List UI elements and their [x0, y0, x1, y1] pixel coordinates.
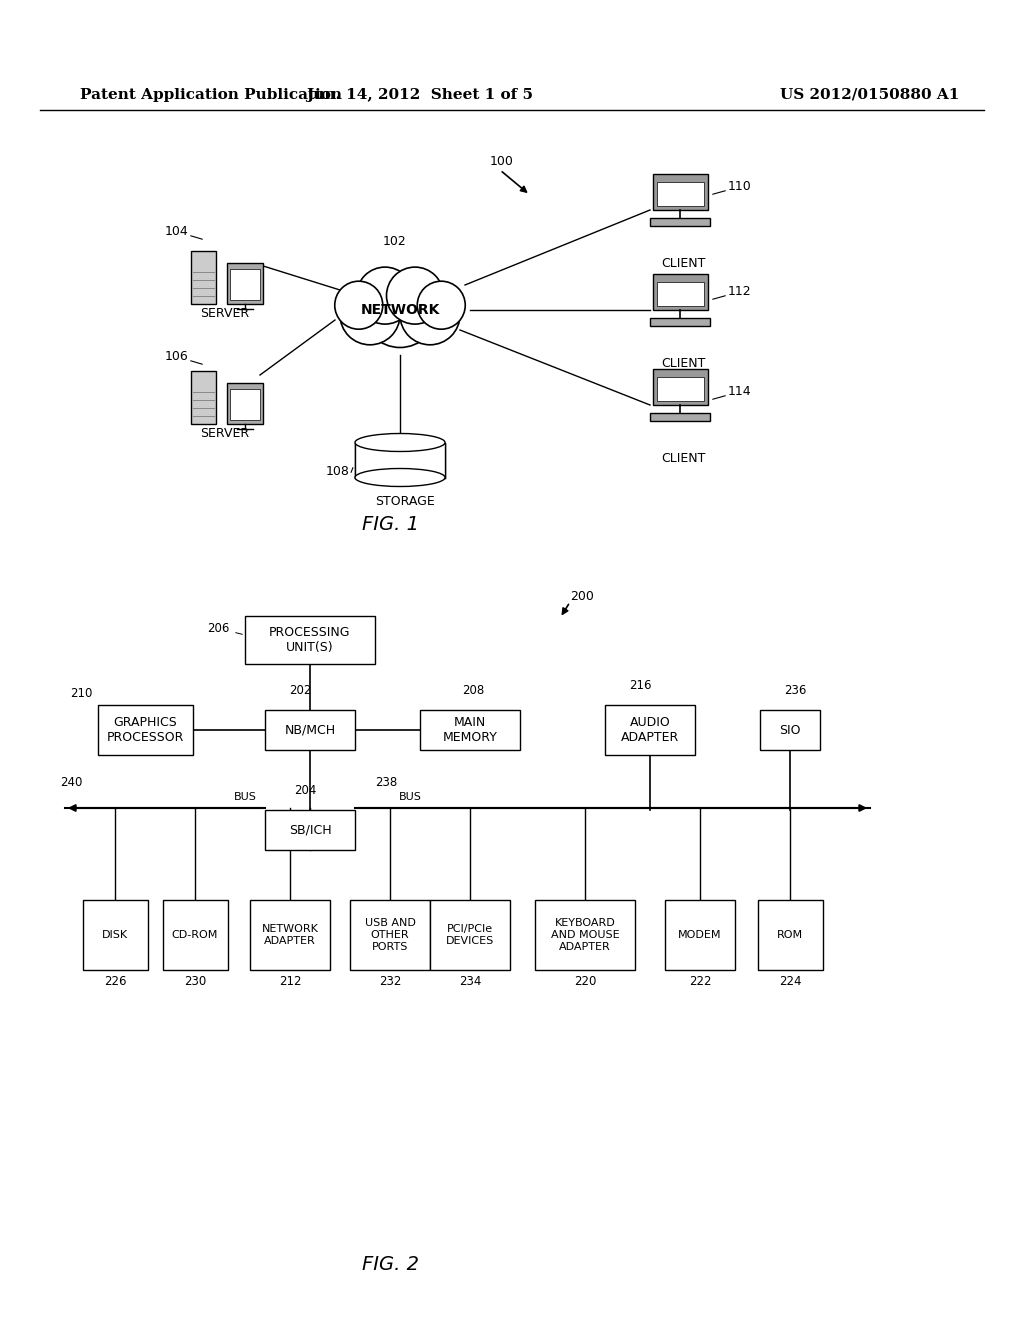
- Circle shape: [400, 285, 460, 345]
- FancyBboxPatch shape: [535, 900, 635, 970]
- Text: 200: 200: [570, 590, 594, 603]
- Text: NB/MCH: NB/MCH: [285, 723, 336, 737]
- FancyBboxPatch shape: [758, 900, 822, 970]
- FancyBboxPatch shape: [650, 413, 711, 421]
- Text: NETWORK: NETWORK: [360, 304, 439, 317]
- FancyBboxPatch shape: [350, 900, 430, 970]
- Text: 108: 108: [326, 465, 350, 478]
- FancyBboxPatch shape: [191, 251, 216, 304]
- FancyBboxPatch shape: [656, 182, 703, 206]
- Circle shape: [386, 267, 443, 325]
- Text: SIO: SIO: [779, 723, 801, 737]
- FancyBboxPatch shape: [650, 318, 711, 326]
- Text: CD-ROM: CD-ROM: [172, 931, 218, 940]
- Text: PROCESSING
UNIT(S): PROCESSING UNIT(S): [269, 626, 351, 653]
- Text: 232: 232: [379, 975, 401, 987]
- FancyBboxPatch shape: [226, 263, 262, 304]
- Circle shape: [335, 281, 383, 329]
- Text: MAIN
MEMORY: MAIN MEMORY: [442, 715, 498, 744]
- Text: NETWORK
ADAPTER: NETWORK ADAPTER: [261, 924, 318, 946]
- FancyBboxPatch shape: [355, 442, 445, 478]
- Text: 206: 206: [208, 622, 230, 635]
- Text: STORAGE: STORAGE: [375, 495, 435, 508]
- Text: 222: 222: [689, 975, 712, 987]
- Text: BUS: BUS: [398, 792, 422, 803]
- FancyBboxPatch shape: [191, 371, 216, 424]
- Text: 106: 106: [164, 350, 188, 363]
- FancyBboxPatch shape: [656, 282, 703, 306]
- Text: 114: 114: [728, 385, 752, 399]
- Text: GRAPHICS
PROCESSOR: GRAPHICS PROCESSOR: [106, 715, 183, 744]
- Text: FIG. 1: FIG. 1: [361, 515, 419, 535]
- FancyBboxPatch shape: [97, 705, 193, 755]
- FancyBboxPatch shape: [245, 616, 375, 664]
- Text: CLIENT: CLIENT: [660, 451, 706, 465]
- FancyBboxPatch shape: [652, 275, 708, 310]
- Circle shape: [417, 281, 465, 329]
- Text: KEYBOARD
AND MOUSE
ADAPTER: KEYBOARD AND MOUSE ADAPTER: [551, 919, 620, 952]
- Text: CLIENT: CLIENT: [660, 257, 706, 271]
- FancyBboxPatch shape: [652, 370, 708, 405]
- Text: SB/ICH: SB/ICH: [289, 824, 332, 837]
- Text: CLIENT: CLIENT: [660, 356, 706, 370]
- Text: MODEM: MODEM: [678, 931, 722, 940]
- Text: 238: 238: [375, 776, 397, 789]
- FancyBboxPatch shape: [656, 378, 703, 401]
- Text: 240: 240: [60, 776, 82, 789]
- Text: 216: 216: [629, 678, 651, 692]
- Text: 112: 112: [728, 285, 752, 298]
- FancyBboxPatch shape: [83, 900, 147, 970]
- Text: BUS: BUS: [233, 792, 256, 803]
- FancyBboxPatch shape: [605, 705, 695, 755]
- Text: 220: 220: [573, 975, 596, 987]
- Text: 202: 202: [289, 684, 311, 697]
- FancyBboxPatch shape: [430, 900, 510, 970]
- Text: 234: 234: [459, 975, 481, 987]
- Text: USB AND
OTHER
PORTS: USB AND OTHER PORTS: [365, 919, 416, 952]
- Ellipse shape: [355, 469, 445, 487]
- Text: DISK: DISK: [102, 931, 128, 940]
- Text: 204: 204: [294, 784, 316, 797]
- Text: 100: 100: [490, 154, 514, 168]
- Circle shape: [362, 272, 437, 347]
- Text: 226: 226: [103, 975, 126, 987]
- Text: 208: 208: [462, 684, 484, 697]
- FancyBboxPatch shape: [652, 174, 708, 210]
- Text: SERVER: SERVER: [201, 426, 250, 440]
- Text: 230: 230: [184, 975, 206, 987]
- Text: AUDIO
ADAPTER: AUDIO ADAPTER: [621, 715, 679, 744]
- Text: PCI/PCIe
DEVICES: PCI/PCIe DEVICES: [445, 924, 495, 946]
- FancyBboxPatch shape: [760, 710, 820, 750]
- FancyBboxPatch shape: [265, 710, 355, 750]
- Text: Patent Application Publication: Patent Application Publication: [80, 88, 342, 102]
- Text: ROM: ROM: [777, 931, 803, 940]
- Circle shape: [356, 267, 414, 325]
- Text: FIG. 2: FIG. 2: [361, 1255, 419, 1274]
- Text: US 2012/0150880 A1: US 2012/0150880 A1: [780, 88, 959, 102]
- FancyBboxPatch shape: [229, 388, 259, 420]
- Text: 110: 110: [728, 180, 752, 193]
- Circle shape: [340, 285, 400, 345]
- Text: 212: 212: [279, 975, 301, 987]
- Text: 102: 102: [383, 235, 407, 248]
- Text: 210: 210: [70, 686, 92, 700]
- Ellipse shape: [355, 433, 445, 451]
- Text: 104: 104: [164, 224, 188, 238]
- FancyBboxPatch shape: [420, 710, 520, 750]
- Text: 236: 236: [783, 684, 806, 697]
- Text: Jun. 14, 2012  Sheet 1 of 5: Jun. 14, 2012 Sheet 1 of 5: [306, 88, 534, 102]
- FancyBboxPatch shape: [250, 900, 330, 970]
- FancyBboxPatch shape: [265, 810, 355, 850]
- Text: SERVER: SERVER: [201, 308, 250, 319]
- FancyBboxPatch shape: [650, 218, 711, 226]
- FancyBboxPatch shape: [163, 900, 227, 970]
- FancyBboxPatch shape: [229, 268, 259, 300]
- FancyBboxPatch shape: [665, 900, 735, 970]
- Text: 224: 224: [778, 975, 801, 987]
- FancyBboxPatch shape: [226, 383, 262, 424]
